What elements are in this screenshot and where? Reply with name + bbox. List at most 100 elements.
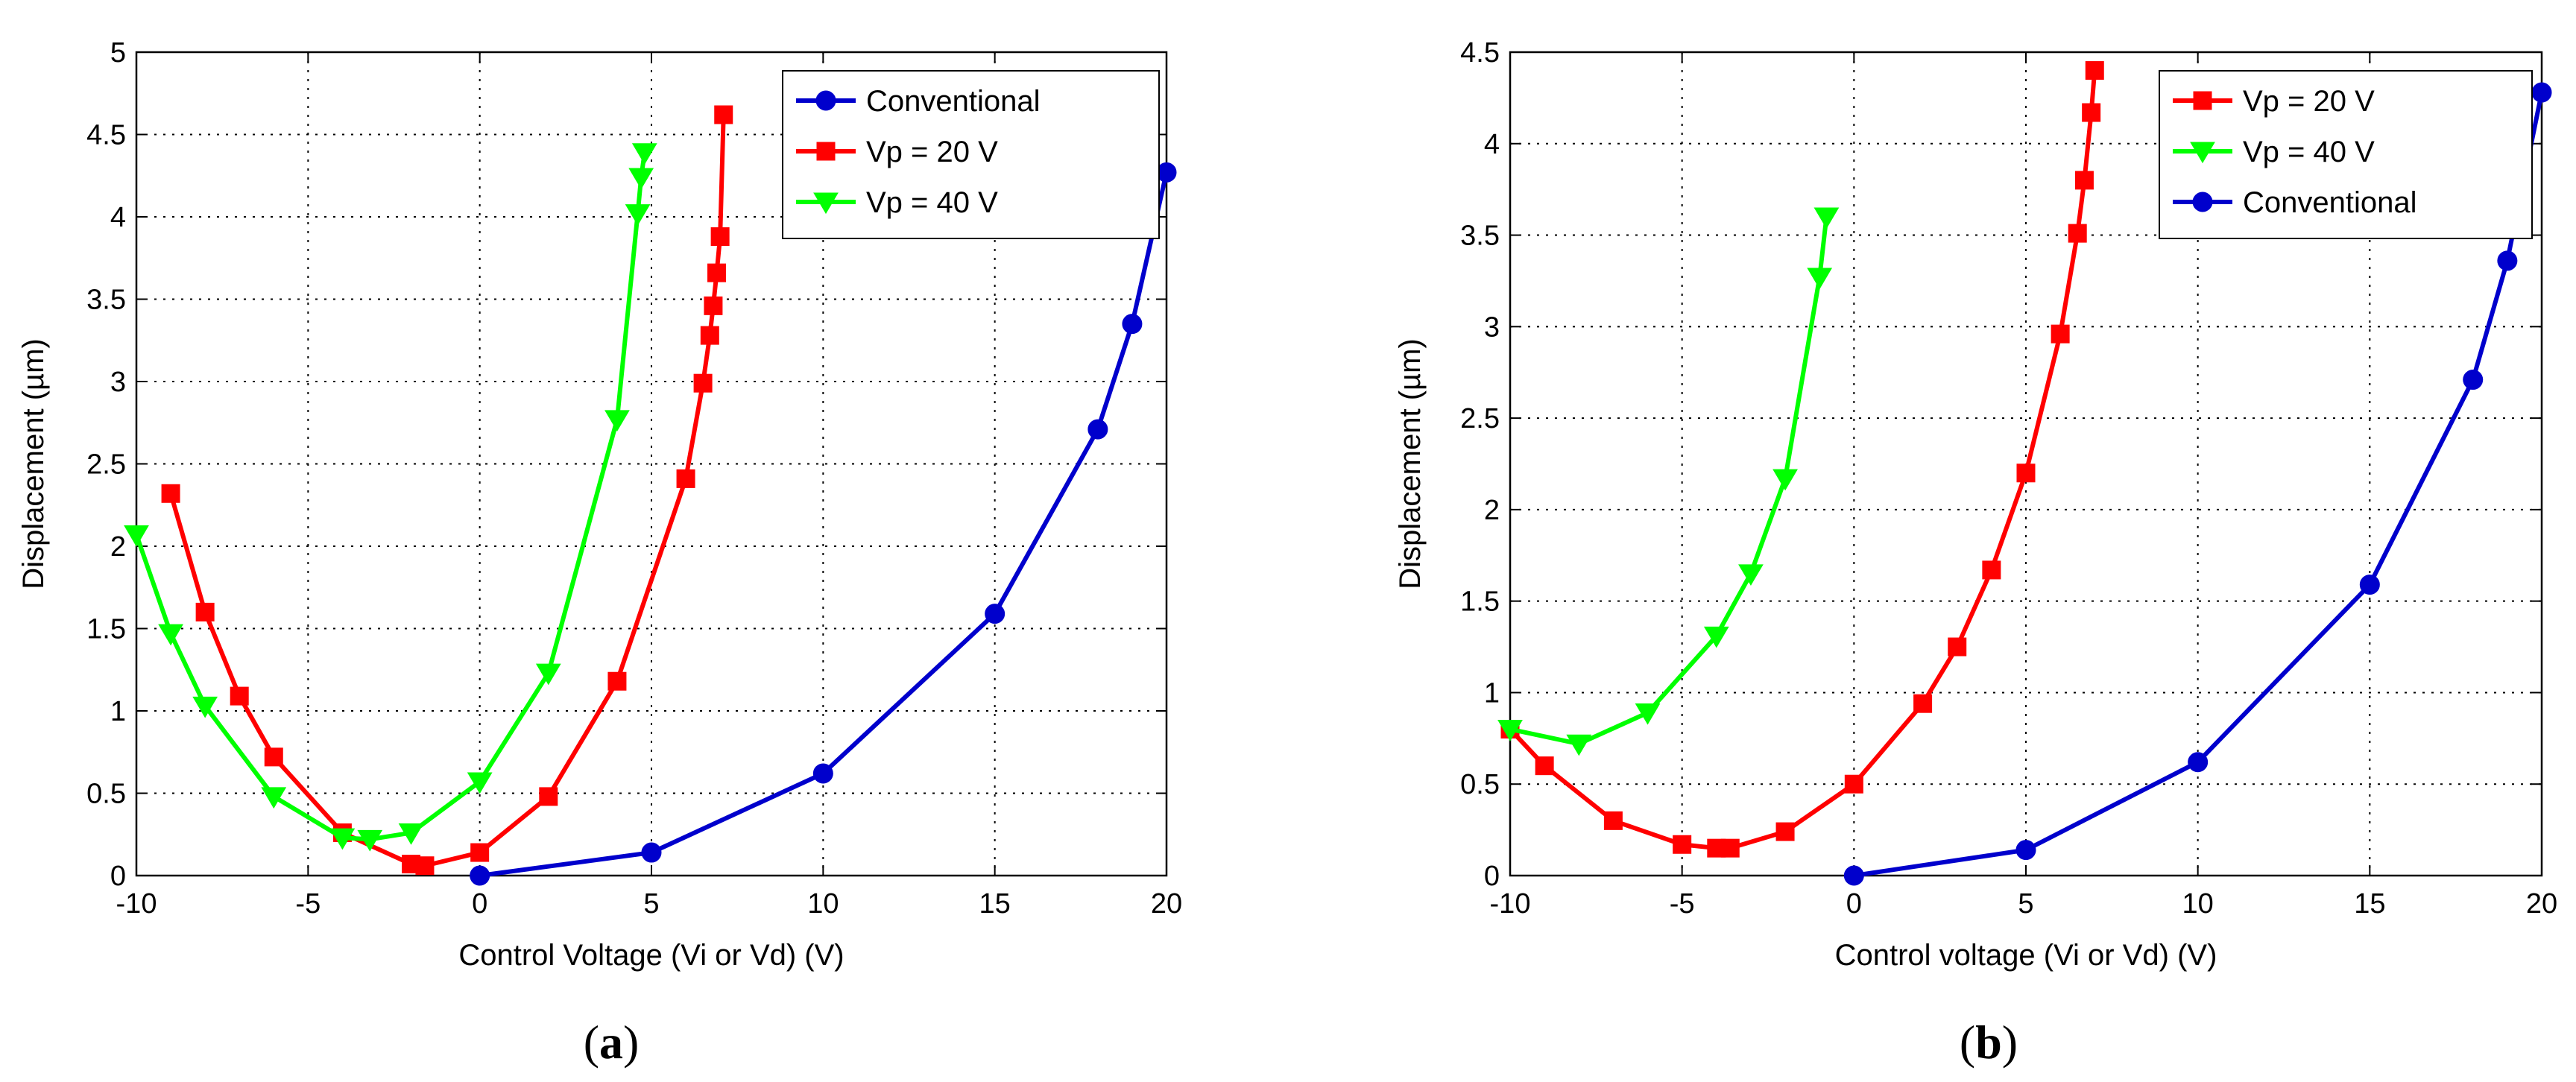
data-point-b-1 bbox=[1807, 268, 1833, 290]
data-point-b-0 bbox=[2016, 464, 2036, 483]
data-point-b-1 bbox=[1738, 564, 1764, 586]
legend-marker-b-2 bbox=[2192, 192, 2213, 212]
y-tick-label-b: 3 bbox=[1484, 311, 1500, 343]
data-point-a-1 bbox=[264, 747, 283, 767]
data-point-b-0 bbox=[2074, 171, 2094, 190]
data-point-a-1 bbox=[230, 686, 249, 706]
data-point-a-1 bbox=[700, 326, 719, 345]
data-point-a-2 bbox=[192, 696, 218, 718]
data-point-a-0 bbox=[985, 604, 1006, 624]
x-tick-label-b: 5 bbox=[2018, 888, 2033, 920]
data-point-a-2 bbox=[467, 772, 493, 794]
data-point-a-0 bbox=[1087, 419, 1108, 440]
legend-marker-a-1 bbox=[816, 142, 836, 161]
data-point-b-2 bbox=[2015, 840, 2036, 861]
data-point-a-1 bbox=[676, 469, 695, 488]
y-tick-label-b: 2.5 bbox=[1460, 403, 1500, 434]
data-point-b-2 bbox=[2497, 250, 2518, 271]
y-tick-label-a: 0 bbox=[110, 861, 126, 892]
legend-label-a-1: Vp = 20 V bbox=[866, 136, 998, 168]
legend-label-b-1: Vp = 40 V bbox=[2243, 136, 2375, 168]
y-tick-label-a: 5 bbox=[110, 37, 126, 69]
x-tick-label-b: -5 bbox=[1670, 888, 1695, 920]
data-point-b-2 bbox=[2359, 575, 2380, 595]
data-point-b-0 bbox=[1982, 560, 2001, 580]
y-tick-label-a: 3 bbox=[110, 367, 126, 398]
y-tick-label-a: 4.5 bbox=[86, 120, 126, 151]
data-point-b-1 bbox=[1635, 703, 1661, 725]
panel-label-letter: a bbox=[599, 1016, 623, 1069]
data-point-b-0 bbox=[1535, 756, 1554, 776]
x-tick-label-a: 20 bbox=[1151, 888, 1182, 920]
y-tick-label-b: 4 bbox=[1484, 129, 1500, 160]
plot-frame-b bbox=[1509, 51, 2543, 877]
data-point-a-2 bbox=[158, 624, 183, 646]
data-point-a-0 bbox=[470, 865, 490, 886]
x-tick-label-b: 0 bbox=[1846, 888, 1862, 920]
data-point-b-2 bbox=[2188, 752, 2209, 773]
legend-marker-a-2 bbox=[813, 192, 839, 215]
y-tick-label-a: 3.5 bbox=[86, 285, 126, 316]
data-point-b-0 bbox=[1948, 637, 1967, 657]
data-point-b-1 bbox=[1813, 207, 1840, 230]
plot-frame-a bbox=[135, 51, 1168, 877]
legend-marker-b-1 bbox=[2190, 142, 2215, 164]
data-point-a-1 bbox=[415, 856, 435, 876]
data-point-b-0 bbox=[2068, 224, 2087, 243]
y-axis-label-b: Displacement (µm) bbox=[1394, 338, 1427, 589]
x-tick-label-a: 0 bbox=[472, 888, 487, 920]
panel-label-b: (b) bbox=[1960, 1016, 2018, 1069]
x-tick-label-a: -5 bbox=[295, 888, 321, 920]
y-tick-label-a: 2 bbox=[110, 531, 126, 563]
x-tick-label-b: 20 bbox=[2526, 888, 2557, 920]
data-point-a-1 bbox=[539, 787, 558, 806]
x-tick-label-b: -10 bbox=[1490, 888, 1531, 920]
data-point-b-0 bbox=[1913, 694, 1933, 713]
panel-label-close: ) bbox=[623, 1016, 639, 1069]
data-point-a-2 bbox=[124, 525, 149, 547]
data-point-a-2 bbox=[398, 823, 424, 845]
data-point-a-1 bbox=[710, 227, 730, 247]
data-point-b-0 bbox=[1844, 774, 1863, 794]
data-point-a-1 bbox=[707, 263, 727, 282]
panel-label-open: ( bbox=[1960, 1016, 1975, 1069]
data-point-b-2 bbox=[2463, 370, 2484, 390]
data-point-b-0 bbox=[2051, 324, 2070, 344]
x-tick-label-a: 10 bbox=[807, 888, 839, 920]
data-point-a-2 bbox=[535, 663, 561, 686]
y-tick-label-a: 2.5 bbox=[86, 449, 126, 481]
chart-b: -10 -5 0 5 10 15 20 0 0.5 1 1.5 2 2.5 3 3.5 4 4.5 Vp = 20… bbox=[1394, 37, 2557, 1069]
data-point-a-2 bbox=[329, 828, 356, 850]
y-tick-label-a: 4 bbox=[110, 202, 126, 233]
data-point-a-1 bbox=[693, 373, 713, 393]
data-point-a-1 bbox=[704, 296, 723, 315]
legend-label-b-0: Vp = 20 V bbox=[2243, 85, 2375, 118]
data-point-a-1 bbox=[161, 484, 180, 503]
data-point-a-1 bbox=[470, 843, 490, 862]
x-axis-label-a: Control Voltage (Vi or Vd) (V) bbox=[458, 939, 844, 972]
legend-marker-b-0 bbox=[2193, 91, 2212, 110]
data-point-b-0 bbox=[2085, 61, 2104, 80]
data-point-a-0 bbox=[641, 842, 662, 863]
chart-a: -10 -5 0 5 10 15 20 0 0.5 1 1.5 2 2.5 3 3.5 4 4.5 5 Conven… bbox=[17, 37, 1182, 1069]
y-tick-label-a: 1 bbox=[110, 696, 126, 727]
y-tick-label-b: 3.5 bbox=[1460, 221, 1500, 252]
x-tick-label-b: 10 bbox=[2182, 888, 2214, 920]
y-tick-label-b: 0 bbox=[1484, 861, 1500, 892]
x-tick-label-a: 15 bbox=[979, 888, 1011, 920]
data-point-b-0 bbox=[1775, 822, 1795, 841]
x-axis-label-b: Control voltage (Vi or Vd) (V) bbox=[1835, 939, 2217, 972]
y-axis-label-a: Displacement (µm) bbox=[17, 338, 50, 589]
data-point-b-2 bbox=[1843, 865, 1864, 886]
data-point-a-1 bbox=[714, 105, 733, 124]
legend-label-b-2: Conventional bbox=[2243, 186, 2417, 219]
data-point-a-1 bbox=[607, 671, 627, 691]
data-point-b-1 bbox=[1772, 469, 1798, 491]
panel-label-close: ) bbox=[2002, 1016, 2018, 1069]
legend-label-a-2: Vp = 40 V bbox=[866, 186, 998, 219]
data-point-a-2 bbox=[357, 829, 383, 852]
data-point-b-0 bbox=[2082, 103, 2101, 122]
panel-label-letter: b bbox=[1975, 1016, 2002, 1069]
data-point-b-1 bbox=[1703, 626, 1729, 648]
